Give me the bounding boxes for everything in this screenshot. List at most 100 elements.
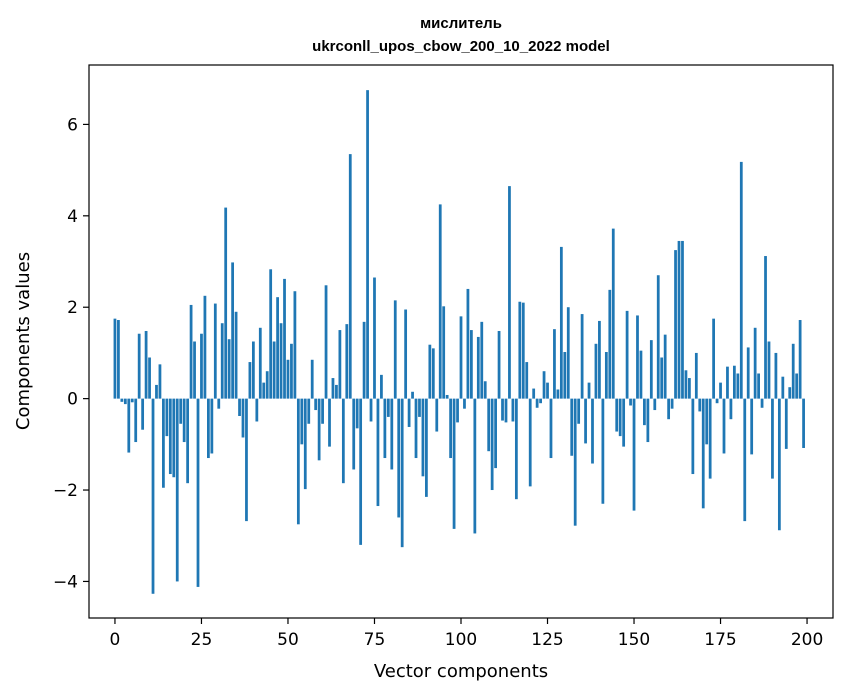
bar-77 [380, 374, 383, 399]
bar-31 [220, 323, 224, 399]
bar-41 [255, 398, 259, 422]
bar-195 [788, 387, 792, 399]
bar-165 [684, 370, 688, 399]
bar-90 [425, 398, 428, 497]
bar-154 [646, 398, 650, 443]
bar-158 [660, 357, 664, 399]
bar-150 [632, 398, 636, 511]
bar-137 [587, 382, 591, 399]
bar-168 [694, 352, 698, 399]
bar-0 [113, 318, 117, 399]
bar-26 [203, 295, 207, 399]
bar-132 [570, 398, 574, 456]
bar-183 [746, 347, 750, 399]
bar-17 [172, 398, 176, 478]
bar-196 [791, 343, 795, 399]
bar-194 [784, 398, 788, 449]
y-tick-label: 0 [67, 390, 78, 410]
bar-6 [134, 398, 138, 443]
bar-61 [324, 285, 328, 399]
bar-99 [456, 398, 459, 423]
bar-176 [722, 398, 726, 454]
bar-28 [210, 398, 214, 454]
bar-68 [348, 154, 352, 399]
bar-78 [383, 398, 387, 459]
bar-135 [580, 314, 584, 399]
bar-21 [186, 398, 190, 484]
bar-148 [625, 310, 629, 399]
bar-73 [366, 90, 369, 399]
x-tick-label: 75 [364, 630, 386, 650]
bar-108 [487, 398, 491, 452]
bar-170 [701, 398, 705, 509]
bar-72 [362, 321, 366, 399]
bar-188 [764, 256, 767, 399]
bar-65 [338, 330, 342, 399]
bar-71 [359, 398, 363, 545]
bar-119 [525, 362, 529, 399]
bar-43 [262, 382, 266, 399]
bar-64 [335, 384, 338, 399]
bar-199 [802, 398, 805, 448]
bar-2 [120, 398, 124, 402]
bar-47 [276, 297, 279, 399]
bar-187 [760, 398, 764, 408]
bar-117 [518, 301, 522, 399]
bar-11 [151, 398, 155, 594]
bar-88 [418, 398, 421, 417]
bar-18 [175, 398, 179, 582]
chart-title: мислитель [420, 15, 502, 32]
bar-58 [314, 398, 318, 411]
bar-7 [137, 333, 141, 399]
bar-139 [594, 343, 598, 399]
bar-85 [407, 398, 411, 427]
bar-175 [719, 382, 722, 399]
bar-153 [643, 398, 646, 426]
bar-96 [445, 394, 449, 399]
bar-66 [341, 398, 345, 484]
bar-109 [490, 398, 494, 491]
bar-169 [698, 398, 702, 412]
bar-67 [345, 324, 349, 399]
x-tick-label: 50 [277, 630, 299, 650]
bars-group [113, 90, 805, 594]
bar-70 [355, 398, 359, 429]
bar-126 [549, 398, 553, 459]
bar-46 [272, 341, 276, 399]
bar-1 [117, 320, 120, 399]
bar-166 [688, 378, 691, 399]
bar-57 [310, 359, 314, 399]
bar-60 [321, 398, 324, 424]
x-tick-label: 0 [110, 630, 121, 650]
bar-30 [217, 398, 221, 409]
bar-180 [736, 373, 740, 399]
bar-164 [681, 240, 684, 399]
bar-101 [463, 398, 466, 409]
bar-128 [556, 389, 560, 399]
bar-74 [369, 398, 373, 422]
bar-15 [165, 398, 169, 437]
bar-197 [795, 373, 799, 399]
bar-192 [777, 398, 781, 531]
bar-9 [144, 330, 148, 399]
bar-163 [677, 240, 681, 399]
bar-45 [269, 269, 273, 399]
bar-81 [393, 300, 397, 399]
bar-89 [421, 398, 425, 477]
bar-56 [307, 398, 311, 424]
bar-186 [757, 373, 760, 399]
bar-54 [300, 398, 304, 445]
bar-62 [328, 398, 331, 447]
bar-79 [386, 398, 390, 417]
bar-24 [196, 398, 200, 587]
bar-39 [248, 362, 252, 399]
bar-5 [130, 398, 134, 403]
bar-111 [497, 330, 501, 399]
bar-115 [511, 398, 515, 422]
bar-63 [331, 378, 335, 399]
chart-subtitle: ukrconll_upos_cbow_200_10_2022 model [312, 38, 610, 55]
bar-179 [732, 365, 736, 399]
bar-147 [622, 398, 626, 447]
x-axis-label: Vector components [374, 661, 548, 682]
